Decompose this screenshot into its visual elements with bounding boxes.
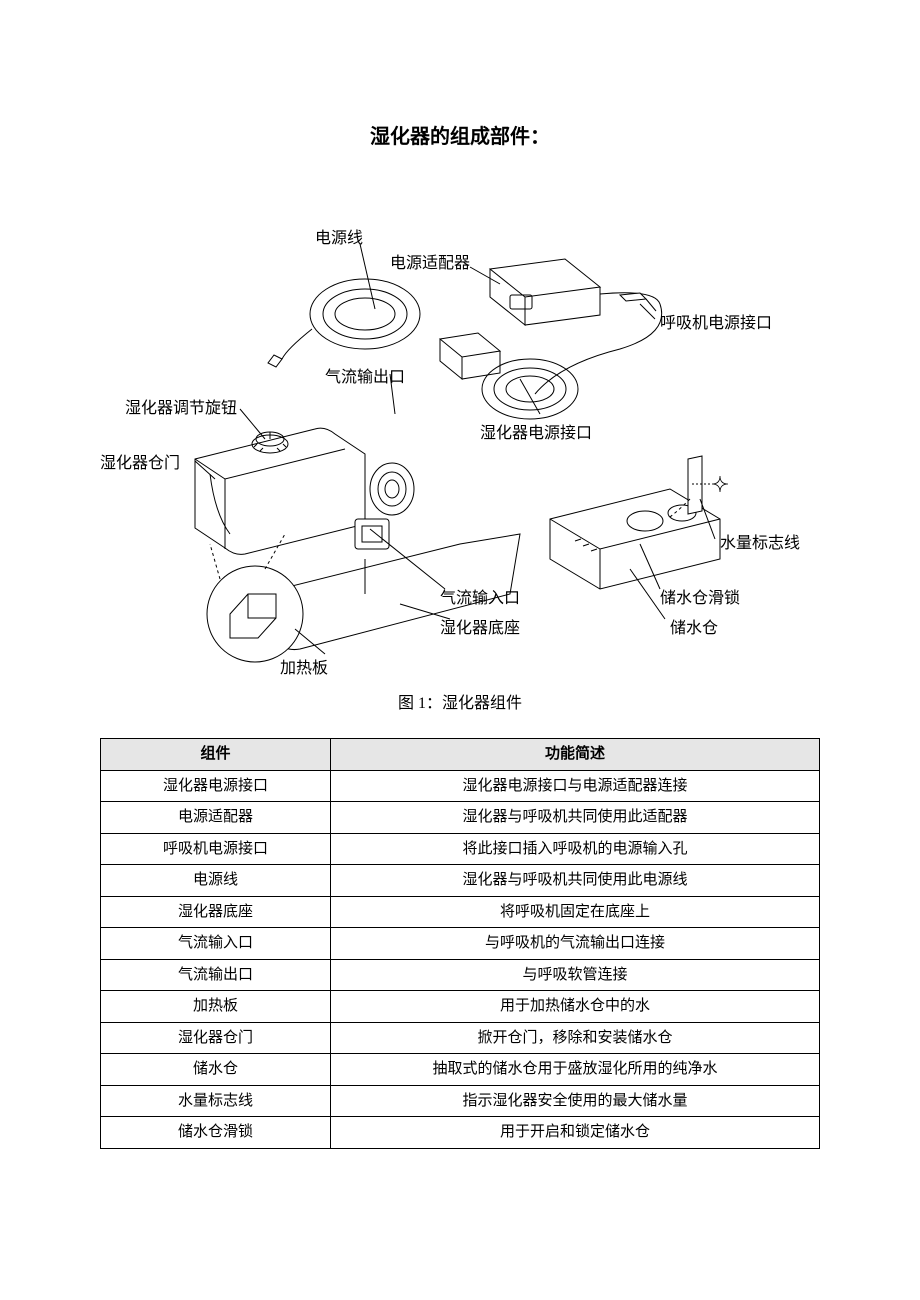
label-air-in: 气流输入口 xyxy=(440,584,520,608)
table-row: 湿化器仓门掀开仓门，移除和安装储水仓 xyxy=(101,1022,820,1054)
cell-function: 用于开启和锁定储水仓 xyxy=(331,1117,820,1149)
cell-function: 湿化器电源接口与电源适配器连接 xyxy=(331,770,820,802)
figure-caption: 图 1：湿化器组件 xyxy=(100,689,820,713)
cell-function: 与呼吸机的气流输出口连接 xyxy=(331,928,820,960)
cell-component: 电源线 xyxy=(101,865,331,897)
table-row: 储水仓抽取式的储水仓用于盛放湿化所用的纯净水 xyxy=(101,1054,820,1086)
cell-component: 湿化器电源接口 xyxy=(101,770,331,802)
label-water-line: 水量标志线 xyxy=(720,529,800,553)
label-hum-power-port: 湿化器电源接口 xyxy=(480,419,592,443)
cell-function: 抽取式的储水仓用于盛放湿化所用的纯净水 xyxy=(331,1054,820,1086)
cell-function: 与呼吸软管连接 xyxy=(331,959,820,991)
label-tank: 储水仓 xyxy=(670,614,718,638)
label-air-out: 气流输出口 xyxy=(325,363,405,387)
table-row: 储水仓滑锁用于开启和锁定储水仓 xyxy=(101,1117,820,1149)
page-title: 湿化器的组成部件： xyxy=(100,120,820,149)
table-row: 呼吸机电源接口将此接口插入呼吸机的电源输入孔 xyxy=(101,833,820,865)
label-base: 湿化器底座 xyxy=(440,614,520,638)
col-component: 组件 xyxy=(101,739,331,771)
table-row: 湿化器底座将呼吸机固定在底座上 xyxy=(101,896,820,928)
cell-function: 湿化器与呼吸机共同使用此适配器 xyxy=(331,802,820,834)
cell-component: 储水仓滑锁 xyxy=(101,1117,331,1149)
table-row: 气流输出口与呼吸软管连接 xyxy=(101,959,820,991)
label-power-cord: 电源线 xyxy=(315,224,363,248)
cell-component: 加热板 xyxy=(101,991,331,1023)
cell-function: 指示湿化器安全使用的最大储水量 xyxy=(331,1085,820,1117)
col-function: 功能简述 xyxy=(331,739,820,771)
cell-component: 气流输出口 xyxy=(101,959,331,991)
cell-component: 湿化器仓门 xyxy=(101,1022,331,1054)
cell-function: 将呼吸机固定在底座上 xyxy=(331,896,820,928)
table-row: 加热板用于加热储水仓中的水 xyxy=(101,991,820,1023)
label-door: 湿化器仓门 xyxy=(100,449,180,473)
label-ventilator-port: 呼吸机电源接口 xyxy=(660,309,772,333)
label-power-adapter: 电源适配器 xyxy=(390,249,470,273)
cell-component: 储水仓 xyxy=(101,1054,331,1086)
table-row: 电源适配器湿化器与呼吸机共同使用此适配器 xyxy=(101,802,820,834)
cell-function: 将此接口插入呼吸机的电源输入孔 xyxy=(331,833,820,865)
cell-function: 用于加热储水仓中的水 xyxy=(331,991,820,1023)
label-tank-lock: 储水仓滑锁 xyxy=(660,584,740,608)
cell-component: 湿化器底座 xyxy=(101,896,331,928)
table-row: 气流输入口与呼吸机的气流输出口连接 xyxy=(101,928,820,960)
cell-component: 气流输入口 xyxy=(101,928,331,960)
table-row: 湿化器电源接口湿化器电源接口与电源适配器连接 xyxy=(101,770,820,802)
cell-component: 电源适配器 xyxy=(101,802,331,834)
label-heater: 加热板 xyxy=(280,654,328,678)
table-header-row: 组件 功能简述 xyxy=(101,739,820,771)
cell-function: 湿化器与呼吸机共同使用此电源线 xyxy=(331,865,820,897)
table-row: 水量标志线指示湿化器安全使用的最大储水量 xyxy=(101,1085,820,1117)
cell-component: 水量标志线 xyxy=(101,1085,331,1117)
components-diagram: 电源线 电源适配器 呼吸机电源接口 气流输出口 湿化器调节旋钮 湿化器仓门 湿化… xyxy=(100,199,820,679)
table-row: 电源线湿化器与呼吸机共同使用此电源线 xyxy=(101,865,820,897)
components-table: 组件 功能简述 湿化器电源接口湿化器电源接口与电源适配器连接电源适配器湿化器与呼… xyxy=(100,738,820,1149)
label-dial: 湿化器调节旋钮 xyxy=(125,394,237,418)
cell-function: 掀开仓门，移除和安装储水仓 xyxy=(331,1022,820,1054)
cell-component: 呼吸机电源接口 xyxy=(101,833,331,865)
